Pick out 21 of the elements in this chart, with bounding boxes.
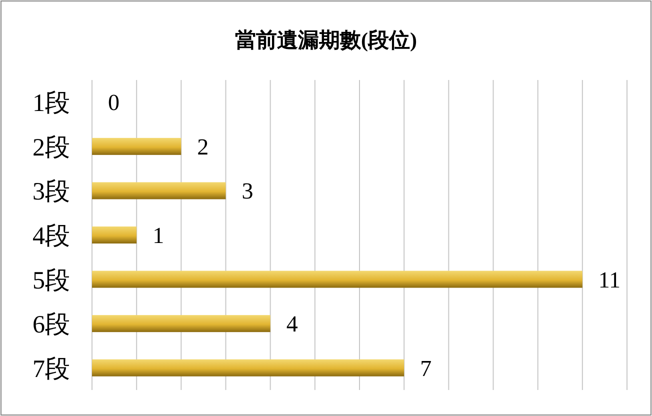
bar [92, 182, 226, 200]
y-tick-label: 4段 [32, 223, 70, 250]
y-tick-label: 3段 [32, 178, 70, 206]
bar [92, 359, 404, 376]
y-tick-label: 7段 [32, 356, 70, 383]
y-tick-label: 2段 [32, 134, 70, 162]
chart-title: 當前遺漏期數(段位) [235, 28, 417, 52]
data-label: 0 [108, 90, 120, 116]
y-tick-label: 5段 [32, 267, 70, 294]
bar [92, 315, 270, 332]
bar [92, 270, 582, 288]
data-label: 7 [420, 356, 432, 381]
bar [92, 138, 182, 155]
data-label: 3 [242, 178, 254, 204]
data-label: 11 [598, 267, 621, 292]
y-tick-label: 1段 [32, 90, 70, 118]
y-tick-label: 6段 [32, 312, 70, 339]
data-label: 2 [197, 134, 209, 160]
bar [92, 226, 137, 244]
data-label: 4 [286, 312, 298, 337]
data-label: 1 [152, 223, 164, 248]
